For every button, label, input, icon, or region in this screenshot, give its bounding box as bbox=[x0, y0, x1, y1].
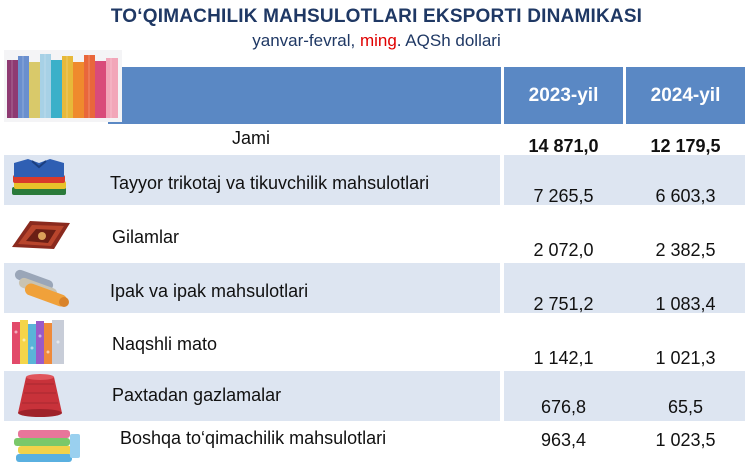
row-shade bbox=[4, 155, 500, 205]
subtitle-prefix: yanvar-fevral, bbox=[252, 31, 360, 50]
total-value-2024: 12 179,5 bbox=[650, 136, 721, 156]
subtitle-unit-highlight: ming bbox=[359, 31, 397, 50]
row-shade bbox=[504, 155, 745, 205]
row-label: Boshqa to‘qimachilik mahsulotlari bbox=[120, 428, 387, 448]
patterned-fabric-icon bbox=[12, 320, 64, 364]
folded-clothes-icon bbox=[12, 159, 66, 195]
row-value-2024: 6 603,3 bbox=[655, 186, 716, 206]
row-label: Naqshli mato bbox=[112, 334, 218, 354]
page-title: TO‘QIMACHILIK MAHSULOTLARI EKSPORTI DINA… bbox=[110, 6, 643, 27]
row-value-2023: 963,4 bbox=[540, 430, 587, 450]
row-value-2023: 2 072,0 bbox=[533, 240, 594, 260]
row-value-2024: 2 382,5 bbox=[655, 240, 716, 260]
row-value-2023: 1 142,1 bbox=[533, 348, 594, 368]
yarn-spool-icon bbox=[18, 374, 62, 417]
subtitle-suffix: . AQSh dollari bbox=[396, 31, 501, 50]
row-value-2023: 7 265,5 bbox=[533, 186, 594, 206]
total-label: Jami bbox=[232, 128, 271, 148]
row-label: Gilamlar bbox=[112, 227, 180, 247]
total-value-2023: 14 871,0 bbox=[528, 136, 599, 156]
row-value-2024: 1 021,3 bbox=[655, 348, 716, 368]
row-value-2023: 676,8 bbox=[540, 397, 587, 417]
fabric-rolls-icon bbox=[4, 50, 122, 122]
carpet-icon bbox=[12, 221, 70, 249]
page-subtitle: yanvar-fevral, ming. AQSh dollari bbox=[0, 31, 753, 51]
row-shade bbox=[4, 263, 500, 313]
header-separator bbox=[623, 67, 626, 124]
row-value-2023: 2 751,2 bbox=[533, 294, 594, 314]
row-value-2024: 1 023,5 bbox=[655, 430, 716, 450]
row-label: Tayyor trikotaj va tikuvchilik mahsulotl… bbox=[110, 173, 430, 193]
row-value-2024: 65,5 bbox=[667, 397, 704, 417]
row-shade bbox=[504, 263, 745, 313]
silk-rolls-icon bbox=[14, 269, 69, 307]
row-label: Paxtadan gazlamalar bbox=[112, 385, 282, 405]
row-value-2024: 1 083,4 bbox=[655, 294, 716, 314]
row-shade bbox=[504, 371, 745, 421]
table-header-bar: 2023-yil 2024-yil bbox=[108, 67, 745, 124]
row-label: Ipak va ipak mahsulotlari bbox=[110, 281, 309, 301]
column-header-2023: 2023-yil bbox=[528, 85, 599, 106]
header-separator bbox=[501, 67, 504, 124]
towels-stack-icon bbox=[14, 430, 80, 462]
column-header-2024: 2024-yil bbox=[650, 85, 721, 106]
row-shade bbox=[4, 371, 500, 421]
